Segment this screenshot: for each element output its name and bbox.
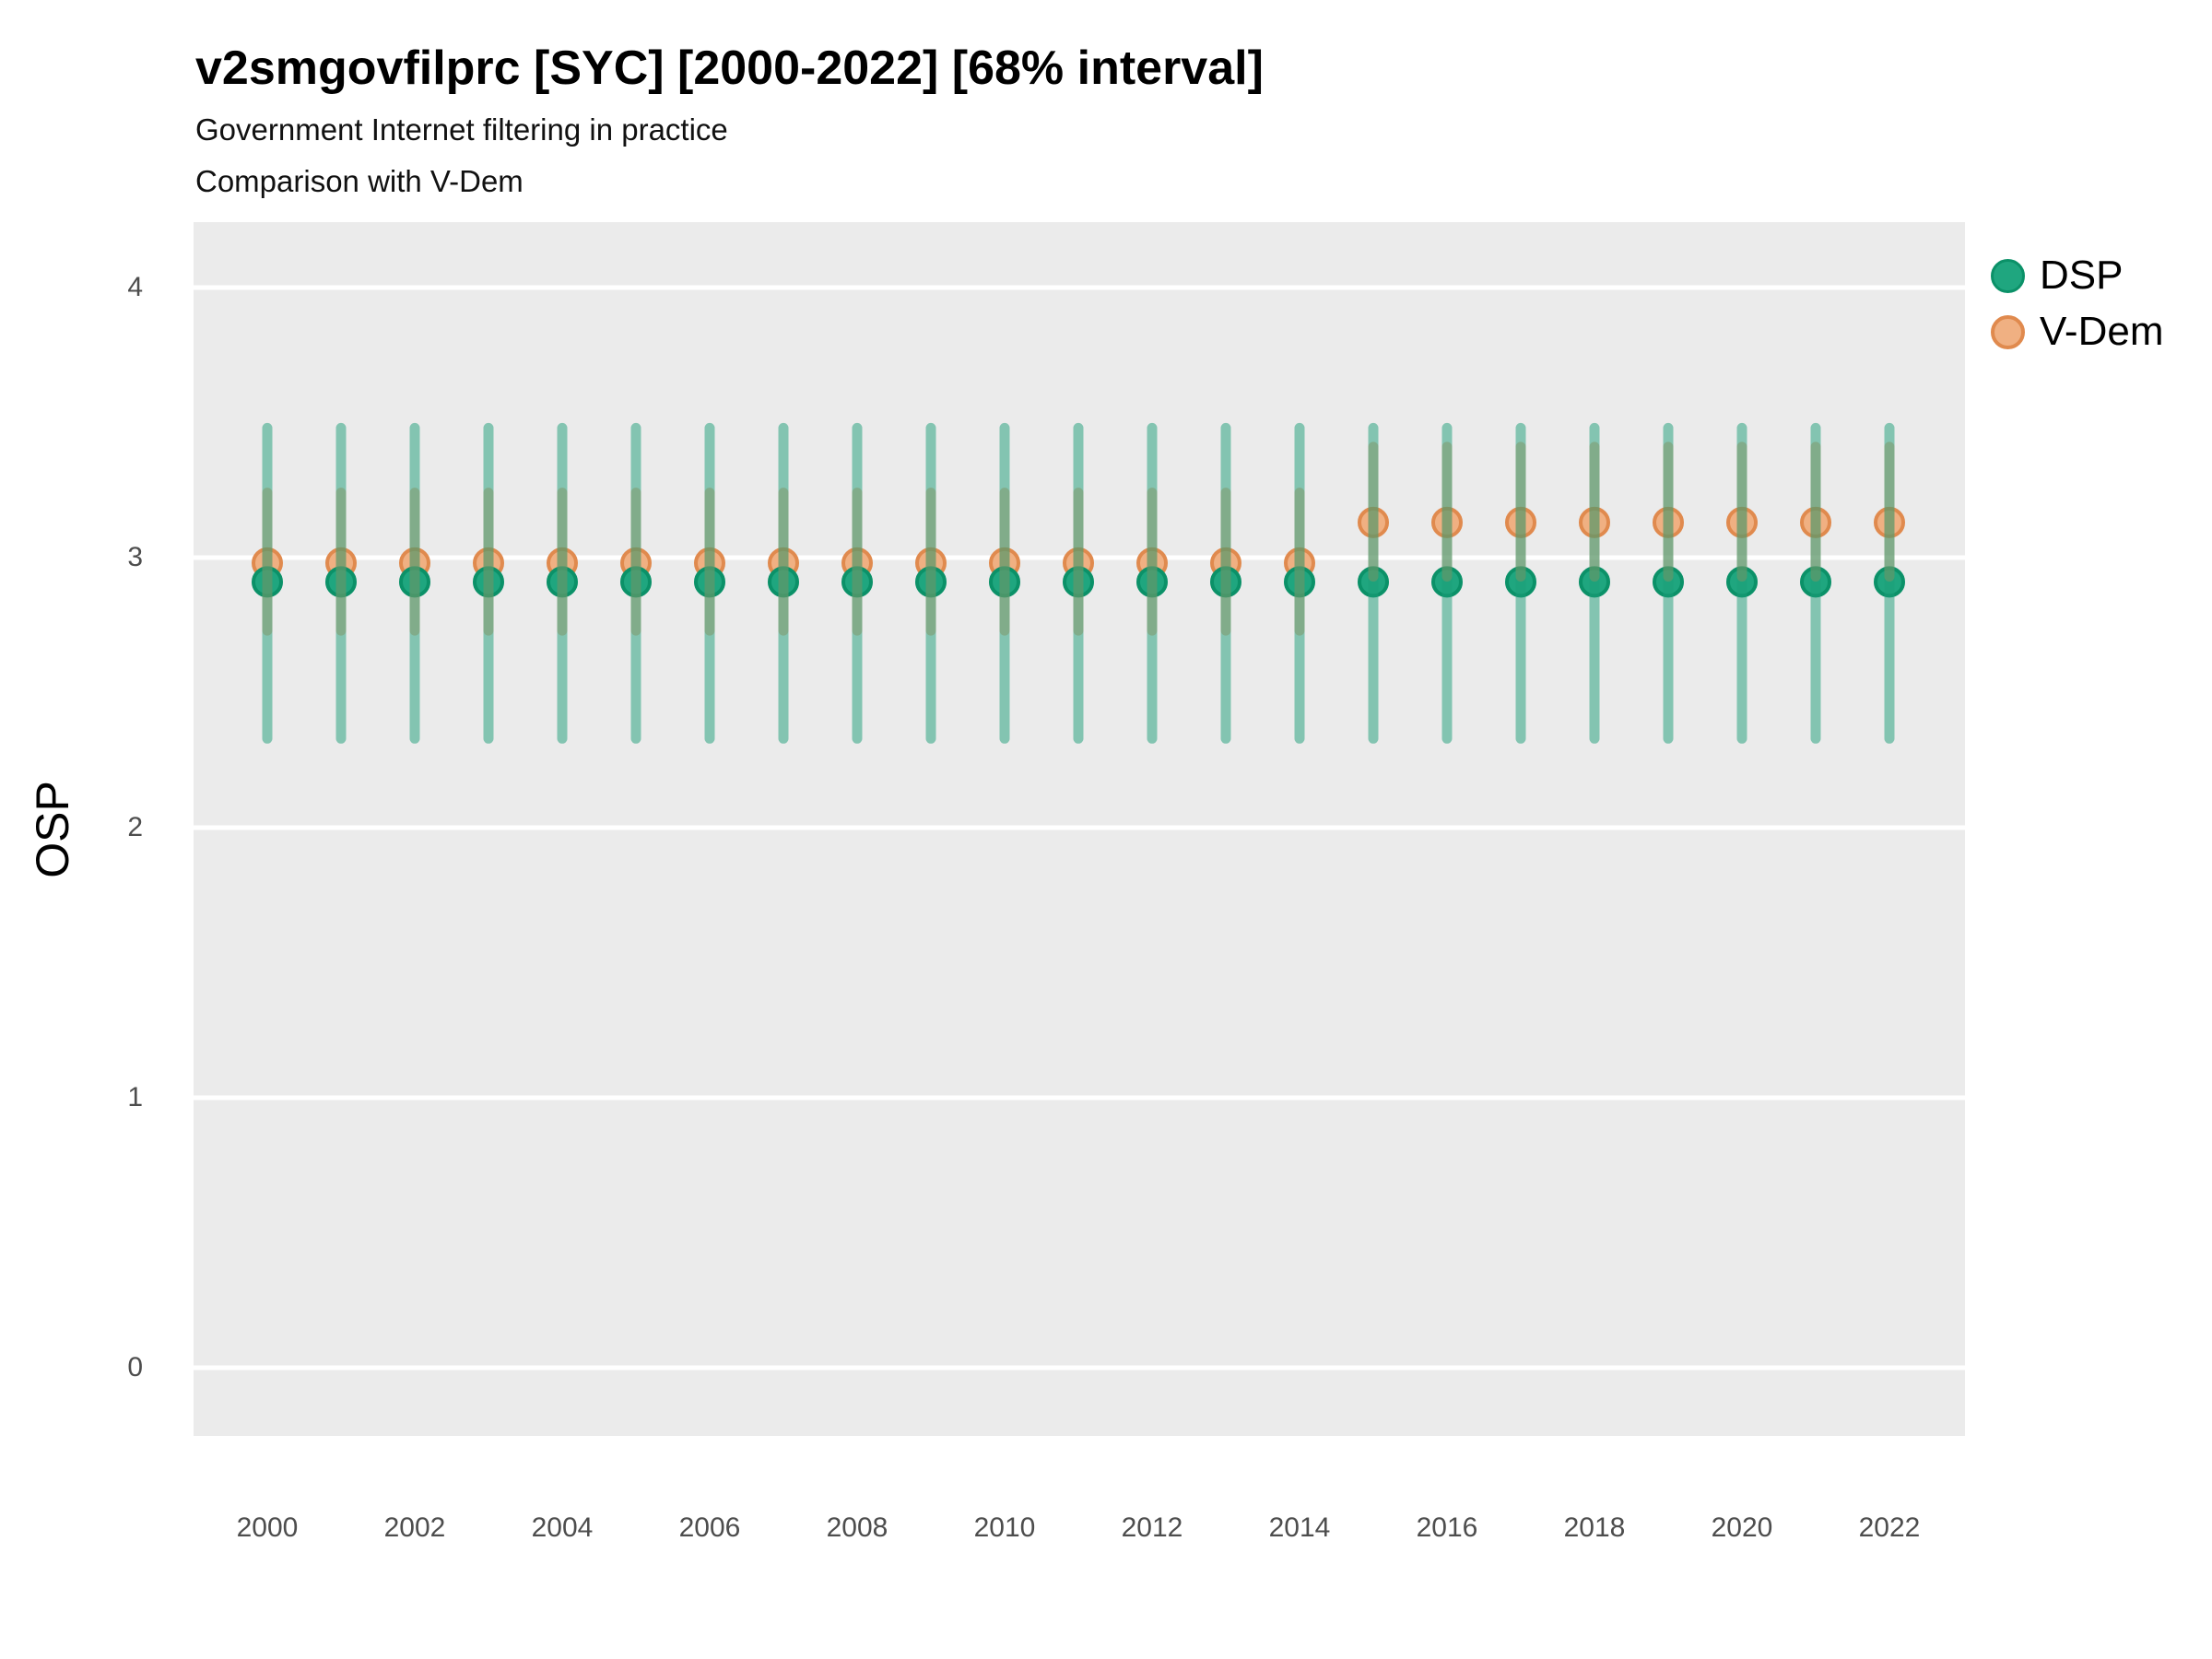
y-tick-label-0: 0 xyxy=(127,1352,143,1382)
legend-label-dsp: DSP xyxy=(2040,253,2124,298)
x-tick-label-2014: 2014 xyxy=(1268,1512,1331,1543)
x-tick-label-2012: 2012 xyxy=(1121,1512,1183,1543)
x-tick-label-2018: 2018 xyxy=(1563,1512,1626,1543)
x-tick-label-2016: 2016 xyxy=(1416,1512,1478,1543)
vdem-legend-marker-icon xyxy=(1991,314,2025,349)
y-tick-label-1: 1 xyxy=(127,1082,143,1112)
y-tick-label-2: 2 xyxy=(127,812,143,842)
y-tick-label-3: 3 xyxy=(127,542,143,572)
y-tick-label-4: 4 xyxy=(127,272,143,302)
x-tick-label-2006: 2006 xyxy=(678,1512,741,1543)
x-tick-label-2010: 2010 xyxy=(973,1512,1036,1543)
dsp-legend-marker-icon xyxy=(1991,258,2025,293)
chart-title: v2smgovfilprc [SYC] [2000-2022] [68% int… xyxy=(195,41,1264,95)
x-tick-label-2022: 2022 xyxy=(1858,1512,1921,1543)
x-tick-label-2002: 2002 xyxy=(383,1512,446,1543)
legend-label-vdem: V-Dem xyxy=(2040,309,2164,354)
x-tick-label-2020: 2020 xyxy=(1711,1512,1773,1543)
x-tick-label-2004: 2004 xyxy=(531,1512,594,1543)
chart-subtitle-line2: Comparison with V-Dem xyxy=(195,164,524,198)
x-tick-label-2008: 2008 xyxy=(826,1512,888,1543)
legend-item-vdem: V-Dem xyxy=(1991,304,2163,359)
x-tick-label-2000: 2000 xyxy=(236,1512,299,1543)
legend-item-dsp: DSP xyxy=(1991,248,2123,303)
chart-subtitle-line1: Government Internet filtering in practic… xyxy=(195,112,728,147)
